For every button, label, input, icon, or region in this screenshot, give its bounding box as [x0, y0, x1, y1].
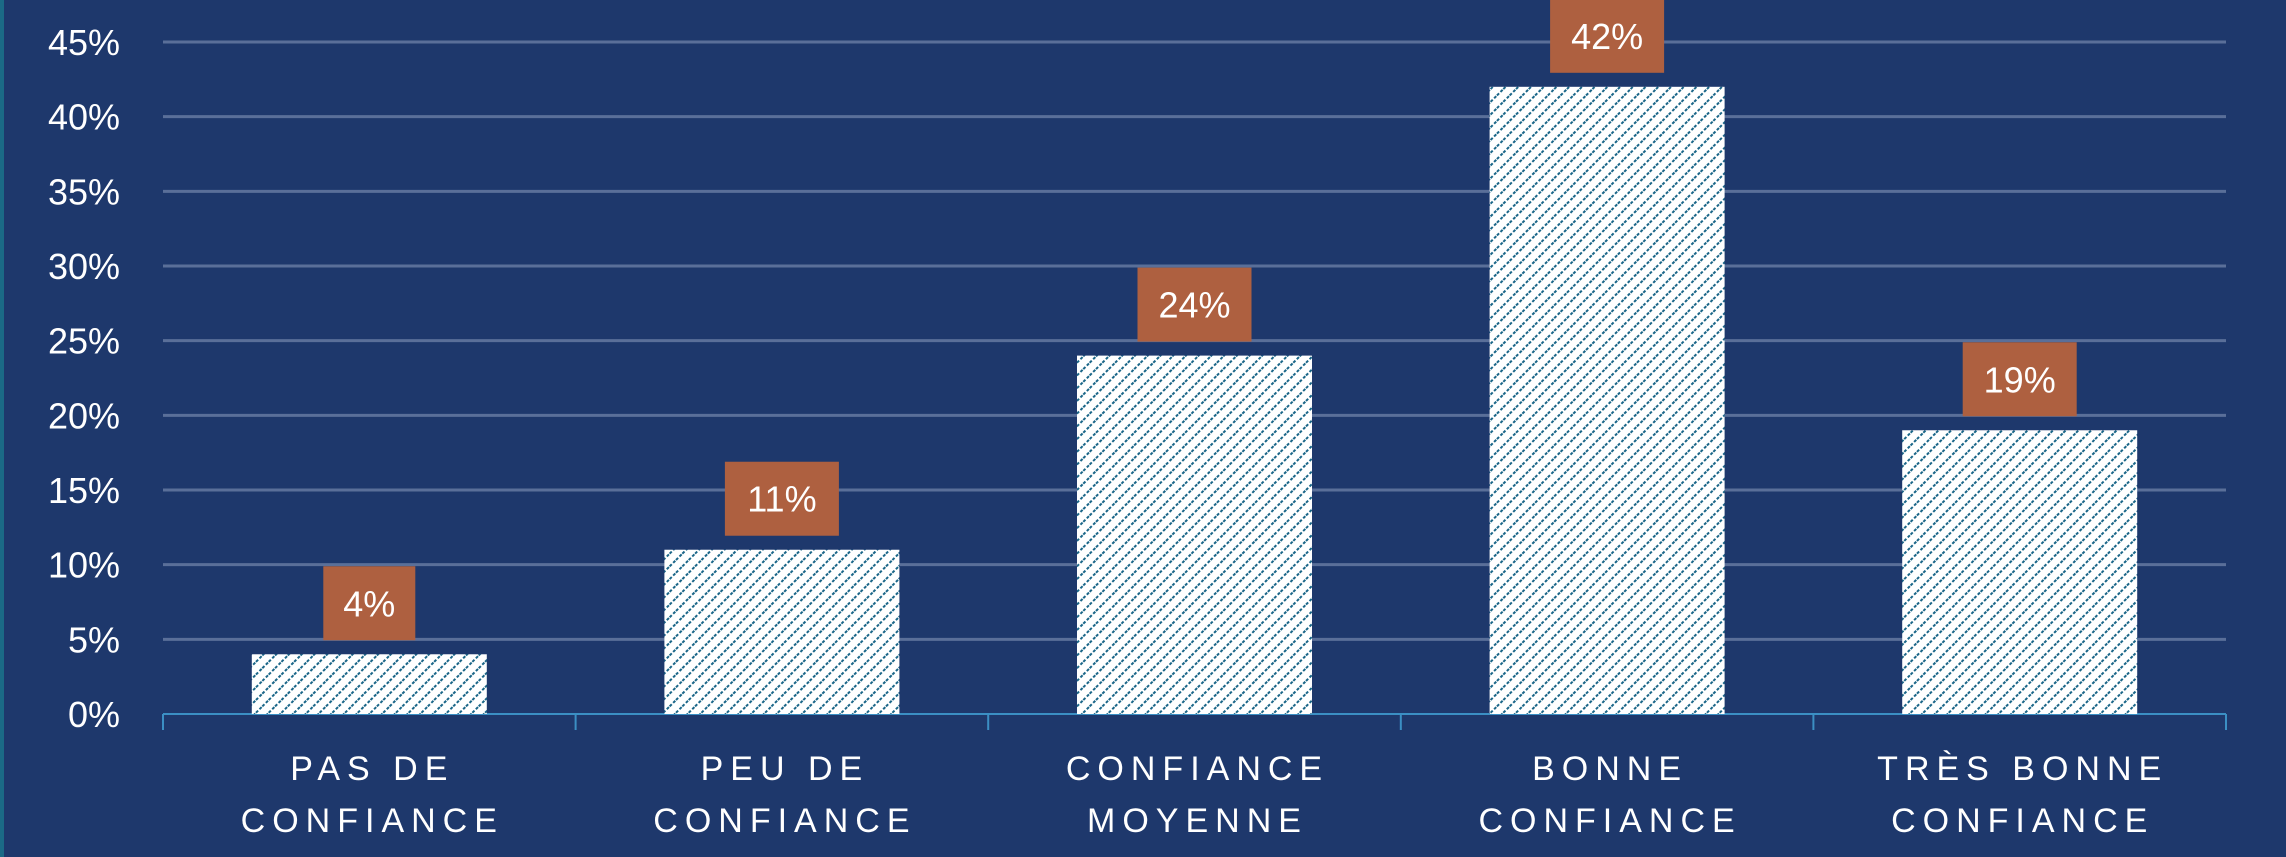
category-label: TRÈS BONNE — [1877, 750, 2168, 788]
y-tick-label: 15% — [48, 470, 120, 511]
y-tick-label: 35% — [48, 171, 120, 212]
y-tick-label: 10% — [48, 545, 120, 586]
y-tick-label: 40% — [48, 97, 120, 138]
category-label: PEU DE — [701, 750, 870, 788]
category-label: CONFIANCE — [241, 802, 504, 840]
data-label: 11% — [747, 479, 816, 520]
left-border — [0, 0, 4, 857]
y-tick-label: 30% — [48, 246, 120, 287]
y-tick-label: 0% — [68, 694, 120, 735]
category-label: CONFIANCE — [1891, 802, 2154, 840]
data-label-box — [1137, 267, 1252, 342]
bar — [1489, 86, 1725, 715]
category-label: MOYENNE — [1087, 802, 1308, 840]
data-label-box — [1550, 0, 1665, 73]
y-tick-label: 45% — [48, 22, 120, 63]
bar — [251, 654, 487, 714]
bar — [1077, 355, 1312, 714]
category-label: PAS DE — [290, 750, 454, 788]
data-label: 19% — [1984, 359, 2056, 400]
data-label: 4% — [343, 583, 395, 624]
y-tick-label: 25% — [48, 321, 120, 362]
data-label: 42% — [1571, 16, 1643, 57]
y-tick-label: 5% — [68, 619, 120, 660]
category-label: CONFIANCE — [1066, 750, 1329, 788]
category-label: BONNE — [1532, 750, 1688, 788]
bar — [1902, 430, 2138, 714]
data-label: 24% — [1158, 285, 1230, 326]
category-label: CONFIANCE — [653, 802, 916, 840]
y-tick-label: 20% — [48, 395, 120, 436]
data-label-box — [724, 461, 839, 536]
data-label-box — [323, 566, 416, 641]
category-label: CONFIANCE — [1478, 802, 1741, 840]
data-label-box — [1962, 342, 2077, 417]
bar — [664, 549, 900, 714]
